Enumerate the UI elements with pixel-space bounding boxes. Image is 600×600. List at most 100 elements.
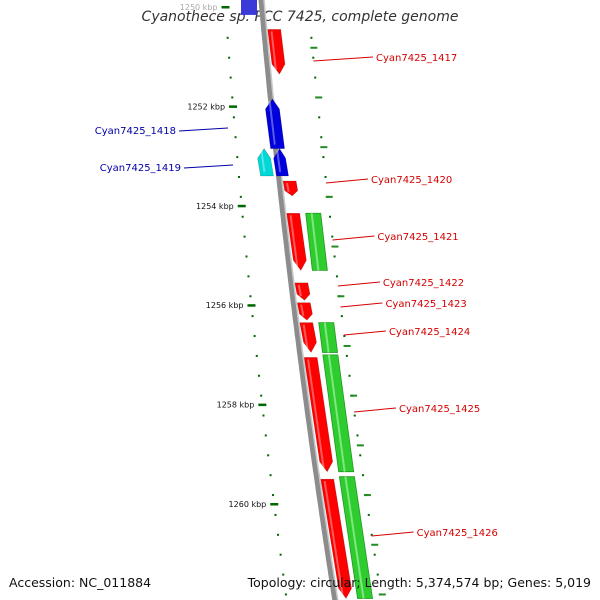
rna-feature: [305, 212, 328, 271]
rna-feature-highlight: [344, 476, 365, 599]
genome-summary-text: Topology: circular; Length: 5,374,574 bp…: [247, 575, 591, 590]
minor-tick-outer: [340, 315, 343, 318]
minor-tick-inner: [274, 513, 277, 516]
minor-tick-inner: [284, 593, 287, 596]
gene-label: Cyan7425_1420: [371, 175, 452, 186]
gene-label-leader: [178, 127, 229, 132]
gene-arrow-shine: [260, 150, 266, 173]
minor-tick-outer: [373, 553, 376, 556]
minor-tick-inner: [269, 474, 272, 477]
gene-label: Cyan7425_1424: [389, 327, 470, 338]
major-tick-mark: [237, 204, 246, 208]
top-gene-stub: [241, 0, 257, 15]
rna-feature-highlight: [310, 213, 320, 271]
gene-label: Cyan7425_1426: [417, 528, 498, 539]
gene-arrow: [296, 302, 313, 321]
gene-arrow: [294, 282, 311, 301]
gene-labels-layer: Cyan7425_1417 Cyan7425_1418 Cyan7425_1419 C…: [95, 53, 498, 539]
minor-tick-inner: [279, 553, 282, 556]
gene-arrow-shine: [302, 324, 309, 349]
minor-tick-inner: [257, 374, 260, 377]
minor-tick-outer: [314, 76, 317, 79]
mid-tick-outer: [343, 344, 351, 347]
major-tick-label: 1252 kbp: [187, 102, 225, 111]
map-title: Cyanothece sp. PCC 7425, complete genome: [141, 9, 459, 25]
minor-tick-outer: [322, 156, 325, 159]
minor-tick-outer: [348, 374, 351, 377]
backbone-layer: [258, 0, 339, 600]
minor-tick-inner: [234, 136, 237, 139]
gene-label-leader: [332, 235, 375, 241]
gene-arrow-shine: [323, 480, 344, 595]
gene-label: Cyan7425_1423: [385, 299, 466, 310]
minor-tick-inner: [228, 56, 231, 59]
minor-tick-inner: [241, 215, 244, 218]
gene-label: Cyan7425_1419: [100, 163, 181, 174]
minor-tick-outer: [362, 474, 365, 477]
major-tick-mark: [229, 105, 238, 108]
minor-tick-inner: [251, 315, 254, 318]
gene-label-leader: [313, 56, 374, 62]
minor-tick-outer: [328, 215, 331, 218]
major-tick-mark: [221, 6, 230, 9]
gene-arrow: [299, 322, 317, 353]
mid-tick-outer: [371, 543, 379, 546]
gene-label-leader: [183, 164, 234, 169]
minor-tick-inner: [226, 36, 229, 39]
mid-tick-outer: [378, 593, 386, 596]
gene-label-leader: [353, 407, 397, 413]
gene-arrow-shine: [300, 304, 305, 317]
minor-tick-inner: [245, 255, 248, 258]
backbone-track: [258, 0, 338, 600]
gene-label: Cyan7425_1421: [377, 232, 458, 243]
rna-feature: [318, 322, 339, 353]
mid-tick-outer: [350, 394, 358, 397]
rna-feature: [322, 354, 355, 473]
minor-tick-inner: [255, 354, 258, 357]
rna-feature-highlight: [327, 354, 346, 472]
backbone-highlight: [263, 0, 339, 600]
major-tick-mark: [247, 304, 256, 307]
major-tick-label: 1254 kbp: [196, 202, 234, 211]
mid-tick-outer: [363, 494, 371, 497]
gene-label-leader: [325, 178, 369, 184]
gene-arrow-shine: [297, 284, 302, 297]
minor-tick-inner: [231, 96, 234, 99]
minor-tick-outer: [345, 354, 348, 357]
minor-tick-outer: [367, 513, 370, 516]
gene-arrow-shine: [307, 359, 325, 468]
minor-tick-inner: [232, 116, 235, 119]
minor-tick-inner: [267, 454, 270, 457]
minor-tick-outer: [356, 434, 359, 437]
gene-arrow: [320, 478, 352, 599]
major-tick-label: 1250 kbp: [180, 3, 218, 12]
genes-layer: [241, 0, 352, 599]
minor-tick-outer: [335, 275, 338, 278]
mid-tick-outer: [337, 295, 345, 298]
minor-tick-outer: [318, 116, 321, 119]
minor-tick-inner: [236, 156, 239, 159]
minor-tick-inner: [229, 76, 232, 79]
minor-tick-inner: [260, 394, 263, 397]
tick-dots-layer: [226, 36, 386, 596]
major-tick-label: 1258 kbp: [217, 401, 255, 410]
major-tick-mark: [258, 403, 267, 407]
minor-tick-inner: [249, 295, 252, 298]
gene-arrow-shine: [276, 150, 282, 173]
tick-labels-layer: 1250 kbp 1252 kbp 1254 kbp 1256 kbp 1258 kbp…: [180, 3, 279, 509]
gene-label: Cyan7425_1417: [376, 53, 457, 64]
minor-tick-inner: [264, 434, 267, 437]
gene-label: Cyan7425_1418: [95, 126, 176, 137]
gene-label-leader: [343, 330, 386, 336]
mid-tick-outer: [331, 245, 339, 248]
gene-arrow: [303, 357, 334, 473]
minor-tick-outer: [320, 136, 323, 139]
minor-tick-outer: [331, 235, 334, 238]
major-tick-label: 1260 kbp: [229, 500, 267, 509]
minor-tick-outer: [324, 175, 327, 178]
mid-tick-outer: [310, 46, 318, 49]
gene-arrow-shine: [286, 182, 290, 193]
major-tick-label: 1256 kbp: [206, 301, 244, 310]
rna-feature-highlight: [323, 322, 330, 353]
gene-label: Cyan7425_1425: [399, 404, 480, 415]
